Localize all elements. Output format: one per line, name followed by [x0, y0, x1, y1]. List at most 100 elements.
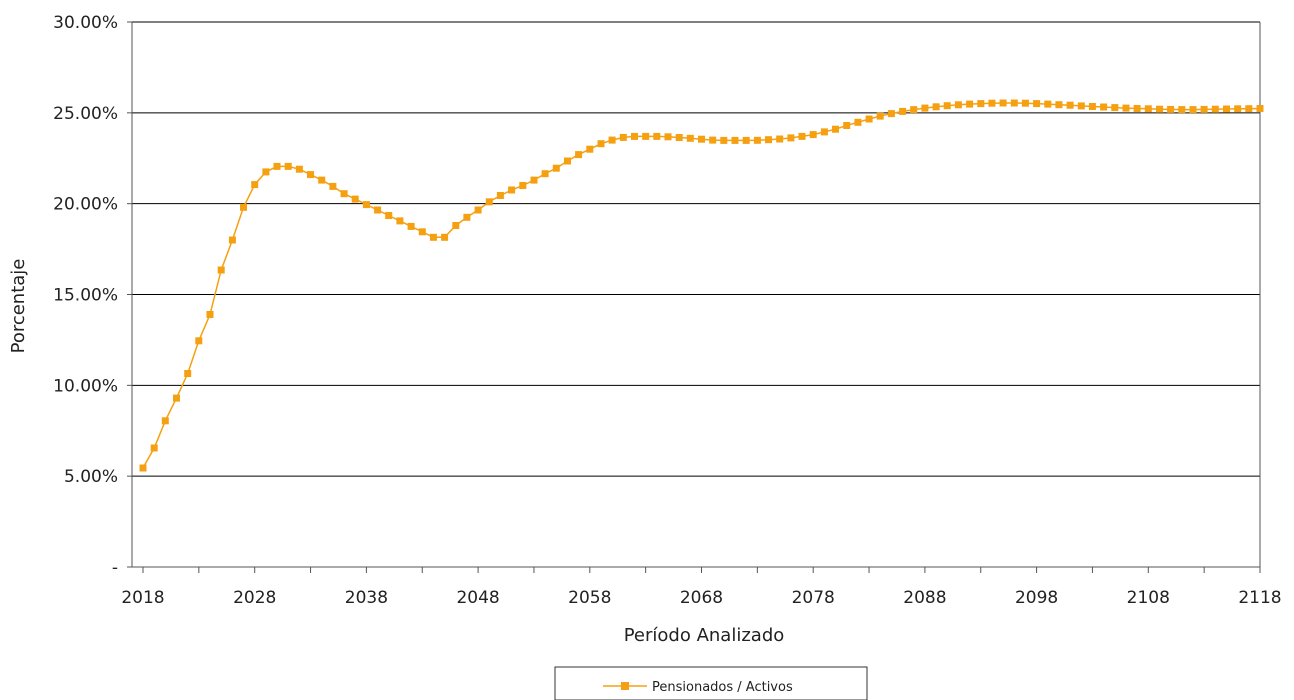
data-point-marker: [340, 190, 348, 198]
y-tick-label: 15.00%: [53, 286, 118, 306]
data-point-marker: [843, 122, 851, 129]
y-tick-label: 10.00%: [53, 376, 118, 396]
data-point-marker: [418, 228, 426, 236]
x-tick-label: 2108: [1127, 588, 1170, 608]
data-point-marker: [575, 151, 583, 159]
x-axis-title: Período Analizado: [624, 625, 785, 646]
data-point-marker: [329, 182, 337, 190]
data-point-marker: [161, 417, 169, 425]
data-point-marker: [954, 101, 962, 109]
data-point-marker: [899, 107, 907, 115]
data-point-marker: [798, 132, 806, 140]
series-markers: [139, 99, 1264, 472]
data-point-marker: [1122, 104, 1130, 112]
data-point-marker: [1066, 101, 1074, 109]
data-point-marker: [731, 136, 739, 144]
data-point-marker: [150, 444, 158, 452]
data-point-marker: [1156, 105, 1163, 113]
data-point-marker: [809, 131, 817, 139]
data-point-marker: [362, 201, 370, 209]
data-point-marker: [1256, 105, 1264, 112]
data-point-marker: [295, 165, 303, 173]
y-tick-label: 25.00%: [53, 104, 118, 124]
data-point-marker: [876, 112, 884, 120]
data-point-marker: [1211, 105, 1219, 113]
data-point-marker: [1077, 102, 1085, 110]
data-point-marker: [564, 157, 571, 165]
data-point-marker: [262, 168, 270, 176]
data-point-marker: [631, 132, 638, 140]
data-point-marker: [173, 394, 180, 402]
data-point-marker: [966, 100, 974, 108]
data-point-marker: [530, 176, 538, 184]
data-point-marker: [307, 171, 314, 179]
legend-box: [554, 666, 868, 700]
data-point-marker: [541, 170, 549, 178]
y-axis-title: Porcentaje: [8, 259, 29, 354]
data-point-marker: [385, 212, 393, 219]
data-point-marker: [251, 181, 259, 189]
x-axis-ticks: 2018 2028 2038 2048 2058 2068 2078 2088 2098 2108…: [121, 567, 1282, 608]
series-line-pensionados-activos: [142, 102, 1261, 469]
data-point-marker: [854, 118, 862, 126]
data-point-marker: [1189, 106, 1197, 114]
data-point-marker: [1021, 99, 1029, 107]
y-axis-ticks: - 5.00% 10.00% 15.00% 20.00% 25.00% 30.00%: [53, 13, 132, 578]
data-point-marker: [184, 370, 192, 377]
data-point-marker: [865, 115, 873, 123]
data-point-marker: [195, 337, 203, 345]
data-point-marker: [552, 164, 560, 172]
x-tick-label: 2028: [233, 588, 276, 608]
data-point-marker: [1033, 100, 1041, 108]
data-point-marker: [1044, 100, 1052, 108]
data-point-marker: [977, 100, 985, 108]
x-tick-label: 2048: [456, 588, 499, 608]
data-point-marker: [943, 102, 951, 110]
data-point-marker: [988, 99, 996, 107]
gridlines: [132, 21, 1260, 477]
data-point-marker: [1234, 105, 1242, 113]
data-point-marker: [441, 233, 449, 241]
data-point-marker: [1100, 103, 1108, 111]
data-point-marker: [452, 222, 460, 229]
data-point-marker: [519, 182, 527, 189]
data-point-marker: [206, 311, 214, 318]
legend-series-marker: [621, 682, 629, 690]
data-point-marker: [1111, 104, 1119, 112]
data-point-marker: [1245, 105, 1253, 113]
data-point-marker: [429, 233, 437, 241]
data-point-marker: [597, 140, 605, 148]
data-point-marker: [217, 266, 225, 274]
x-tick-label: 2098: [1015, 588, 1058, 608]
y-tick-label: 5.00%: [64, 467, 118, 487]
data-point-marker: [910, 106, 918, 114]
data-point-marker: [664, 133, 672, 141]
x-tick-label: 2068: [680, 588, 723, 608]
data-point-marker: [642, 132, 650, 140]
data-point-marker: [776, 135, 784, 143]
data-point-marker: [240, 203, 247, 211]
data-point-marker: [932, 103, 940, 111]
data-point-marker: [887, 110, 895, 118]
data-point-marker: [351, 195, 359, 203]
data-point-marker: [284, 162, 292, 170]
data-point-marker: [720, 136, 728, 144]
data-point-marker: [318, 176, 326, 184]
data-point-marker: [709, 136, 717, 144]
data-point-marker: [686, 134, 694, 142]
data-point-marker: [374, 206, 382, 214]
data-point-marker: [832, 125, 839, 133]
data-point-marker: [1200, 105, 1208, 113]
data-point-marker: [1055, 101, 1063, 109]
data-point-marker: [273, 162, 281, 170]
data-point-marker: [508, 186, 516, 194]
data-point-marker: [474, 206, 482, 214]
data-point-marker: [228, 236, 236, 244]
x-tick-label: 2018: [121, 588, 164, 608]
legend-series-label: Pensionados / Activos: [652, 680, 793, 695]
data-point-marker: [999, 99, 1007, 107]
x-tick-label: 2088: [903, 588, 946, 608]
data-point-marker: [742, 136, 750, 144]
x-tick-label: 2038: [345, 588, 388, 608]
